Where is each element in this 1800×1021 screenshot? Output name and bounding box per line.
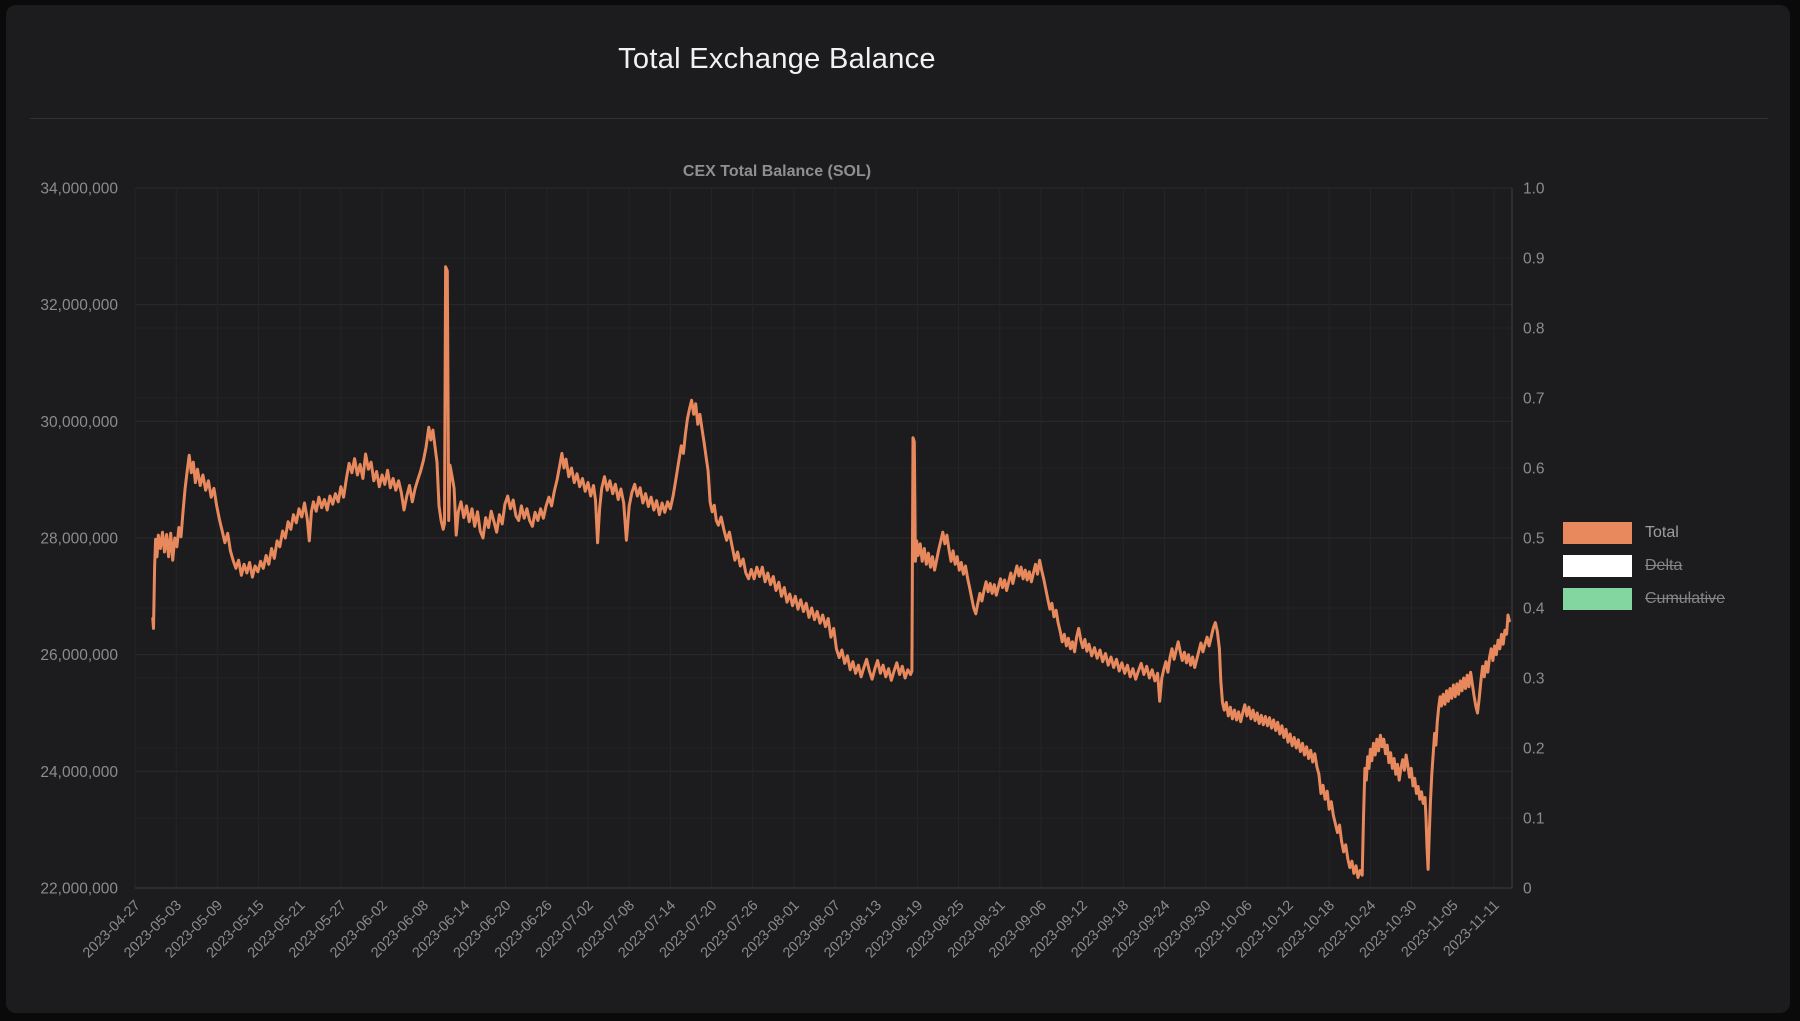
legend-label: Delta — [1645, 557, 1683, 574]
svg-text:0.4: 0.4 — [1523, 601, 1545, 618]
svg-text:32,000,000: 32,000,000 — [40, 297, 118, 314]
svg-text:0.7: 0.7 — [1523, 391, 1545, 408]
svg-text:0.6: 0.6 — [1523, 461, 1545, 478]
svg-text:30,000,000: 30,000,000 — [40, 414, 118, 431]
legend-item-cumulative[interactable]: Cumulative — [1563, 588, 1783, 610]
svg-text:28,000,000: 28,000,000 — [40, 531, 118, 548]
chart-subtitle: CEX Total Balance (SOL) — [682, 163, 872, 180]
legend-item-delta[interactable]: Delta — [1563, 555, 1783, 577]
svg-text:1.0: 1.0 — [1523, 181, 1545, 198]
chart-legend: Total Delta Cumulative — [1563, 522, 1783, 621]
legend-label: Total — [1645, 524, 1679, 541]
svg-text:0.3: 0.3 — [1523, 671, 1545, 688]
left-axis-tick-labels: 34,000,000 32,000,000 30,000,000 28,000,000… — [40, 181, 118, 898]
cumulative-series-swatch — [1563, 588, 1632, 610]
total-series-swatch — [1563, 522, 1632, 544]
header-divider — [30, 118, 1768, 119]
right-axis-tick-labels: 1.0 0.9 0.8 0.7 0.6 0.5 0.4 0.3 0.2 0.1 0 — [1523, 181, 1545, 898]
svg-text:0.5: 0.5 — [1523, 531, 1545, 548]
chart-card: Total Exchange Balance CEX Total Balance… — [6, 5, 1790, 1013]
delta-series-swatch — [1563, 555, 1632, 577]
svg-text:0.1: 0.1 — [1523, 811, 1545, 828]
svg-text:22,000,000: 22,000,000 — [40, 881, 118, 898]
x-axis-tick-labels: 2023-04-272023-05-032023-05-092023-05-15… — [80, 898, 1503, 962]
svg-text:24,000,000: 24,000,000 — [40, 764, 118, 781]
svg-text:0.8: 0.8 — [1523, 321, 1545, 338]
legend-item-total[interactable]: Total — [1563, 522, 1783, 544]
svg-text:26,000,000: 26,000,000 — [40, 647, 118, 664]
svg-text:34,000,000: 34,000,000 — [40, 181, 118, 198]
legend-label: Cumulative — [1645, 590, 1726, 607]
left-axis-gridlines — [135, 187, 1512, 889]
svg-text:0: 0 — [1523, 881, 1532, 898]
total-series-line — [151, 265, 1511, 879]
svg-text:0.2: 0.2 — [1523, 741, 1545, 758]
page-title: Total Exchange Balance — [618, 43, 936, 75]
svg-text:0.9: 0.9 — [1523, 251, 1545, 268]
